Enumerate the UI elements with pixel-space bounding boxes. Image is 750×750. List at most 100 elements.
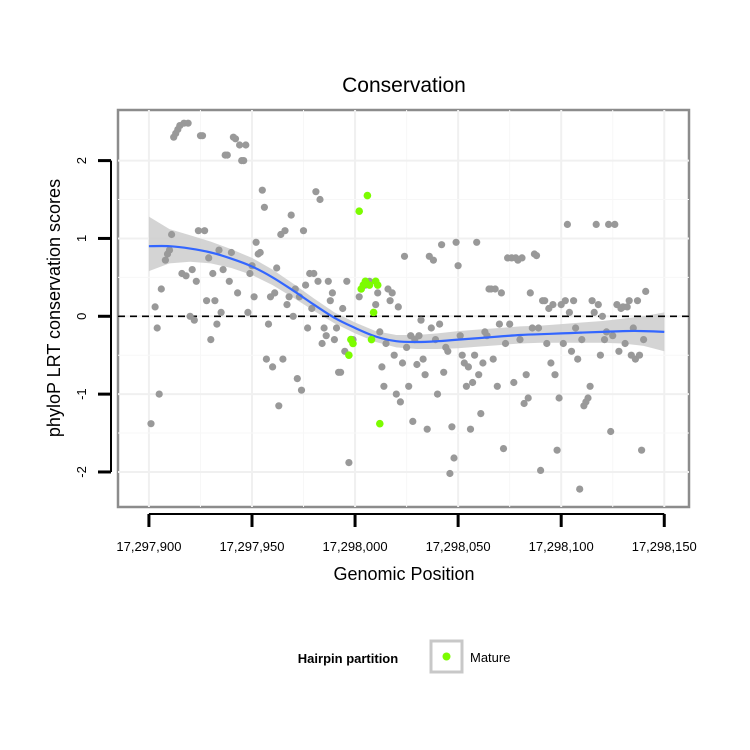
data-point (302, 281, 310, 289)
data-point (398, 359, 407, 367)
data-point (456, 332, 464, 340)
data-point (223, 151, 231, 159)
smooth-fit-line (148, 244, 665, 344)
data-point (415, 332, 423, 340)
data-point (462, 382, 470, 390)
data-point (452, 238, 460, 246)
data-point (380, 382, 388, 390)
data-point (594, 301, 602, 309)
data-point (611, 220, 619, 228)
data-point (522, 371, 530, 379)
data-point (372, 301, 380, 309)
data-point (526, 289, 534, 297)
data-point (553, 446, 561, 454)
data-point (555, 394, 563, 402)
data-point (592, 220, 600, 228)
data-point (252, 238, 260, 246)
data-point (184, 119, 192, 127)
data-point (207, 336, 215, 344)
data-point (304, 324, 312, 332)
data-point (565, 308, 574, 316)
data-point (279, 355, 287, 363)
data-point (289, 312, 297, 320)
data-point (642, 287, 650, 295)
data-point (475, 371, 483, 379)
data-point (421, 371, 429, 379)
x-tick-label: 17,298,050 (426, 539, 491, 554)
data-point (271, 289, 279, 297)
data-point (586, 382, 594, 390)
data-point (438, 241, 446, 249)
data-point (491, 285, 499, 293)
data-point (572, 324, 580, 332)
data-point (633, 297, 642, 305)
data-point (231, 135, 240, 143)
data-point (386, 297, 394, 305)
data-point (635, 351, 644, 359)
data-point (194, 227, 202, 235)
data-point (299, 227, 308, 235)
data-point (281, 227, 289, 235)
data-point (378, 363, 386, 371)
data-point (246, 269, 254, 278)
x-tick-label: 17,298,100 (529, 539, 594, 554)
data-point (339, 304, 347, 313)
data-point (219, 266, 227, 274)
data-point (493, 382, 501, 390)
data-point (450, 454, 458, 462)
data-point (273, 264, 281, 272)
mature-data-point (355, 207, 364, 215)
mature-data-point (365, 281, 374, 289)
data-point (549, 301, 557, 309)
data-point (534, 324, 543, 332)
data-point (322, 332, 330, 340)
data-point (374, 289, 382, 297)
grid-lines (118, 110, 689, 507)
data-point (598, 312, 607, 320)
y-tick-label: 2 (74, 157, 89, 164)
x-axis-label: Genomic Position (333, 564, 474, 584)
data-point (314, 277, 322, 285)
data-point (458, 351, 466, 359)
data-point (403, 343, 411, 351)
data-point (320, 324, 328, 332)
data-point (590, 308, 598, 316)
data-point (308, 304, 316, 313)
data-point (615, 347, 623, 355)
data-point (161, 256, 169, 264)
mature-data-point (367, 335, 376, 344)
data-point (260, 203, 268, 211)
mature-data-point (363, 191, 372, 200)
data-point (578, 336, 586, 344)
data-point (316, 195, 324, 204)
plot-panel (116, 108, 691, 509)
data-point (510, 378, 518, 387)
data-point (269, 363, 277, 371)
data-point (543, 339, 551, 348)
data-point (433, 390, 442, 398)
mature-data-point (349, 339, 357, 348)
data-point (318, 339, 326, 348)
data-point (413, 360, 421, 369)
data-point (188, 266, 196, 274)
data-point (516, 336, 524, 344)
data-point (258, 186, 266, 194)
x-tick-label: 17,297,950 (219, 539, 284, 554)
data-point (429, 256, 437, 264)
legend-title: Hairpin partition (298, 651, 398, 666)
data-point (473, 238, 481, 246)
y-tick-label: 1 (74, 235, 89, 242)
data-point (551, 371, 559, 379)
data-point (225, 277, 233, 285)
data-point (440, 368, 448, 376)
data-point (623, 303, 631, 311)
data-point (275, 402, 283, 410)
data-point (469, 378, 477, 387)
data-point (264, 320, 273, 328)
data-point (244, 308, 252, 316)
data-point (382, 339, 390, 348)
data-point (310, 269, 318, 278)
data-point (444, 347, 452, 355)
data-point (477, 410, 485, 418)
data-point (283, 301, 291, 309)
